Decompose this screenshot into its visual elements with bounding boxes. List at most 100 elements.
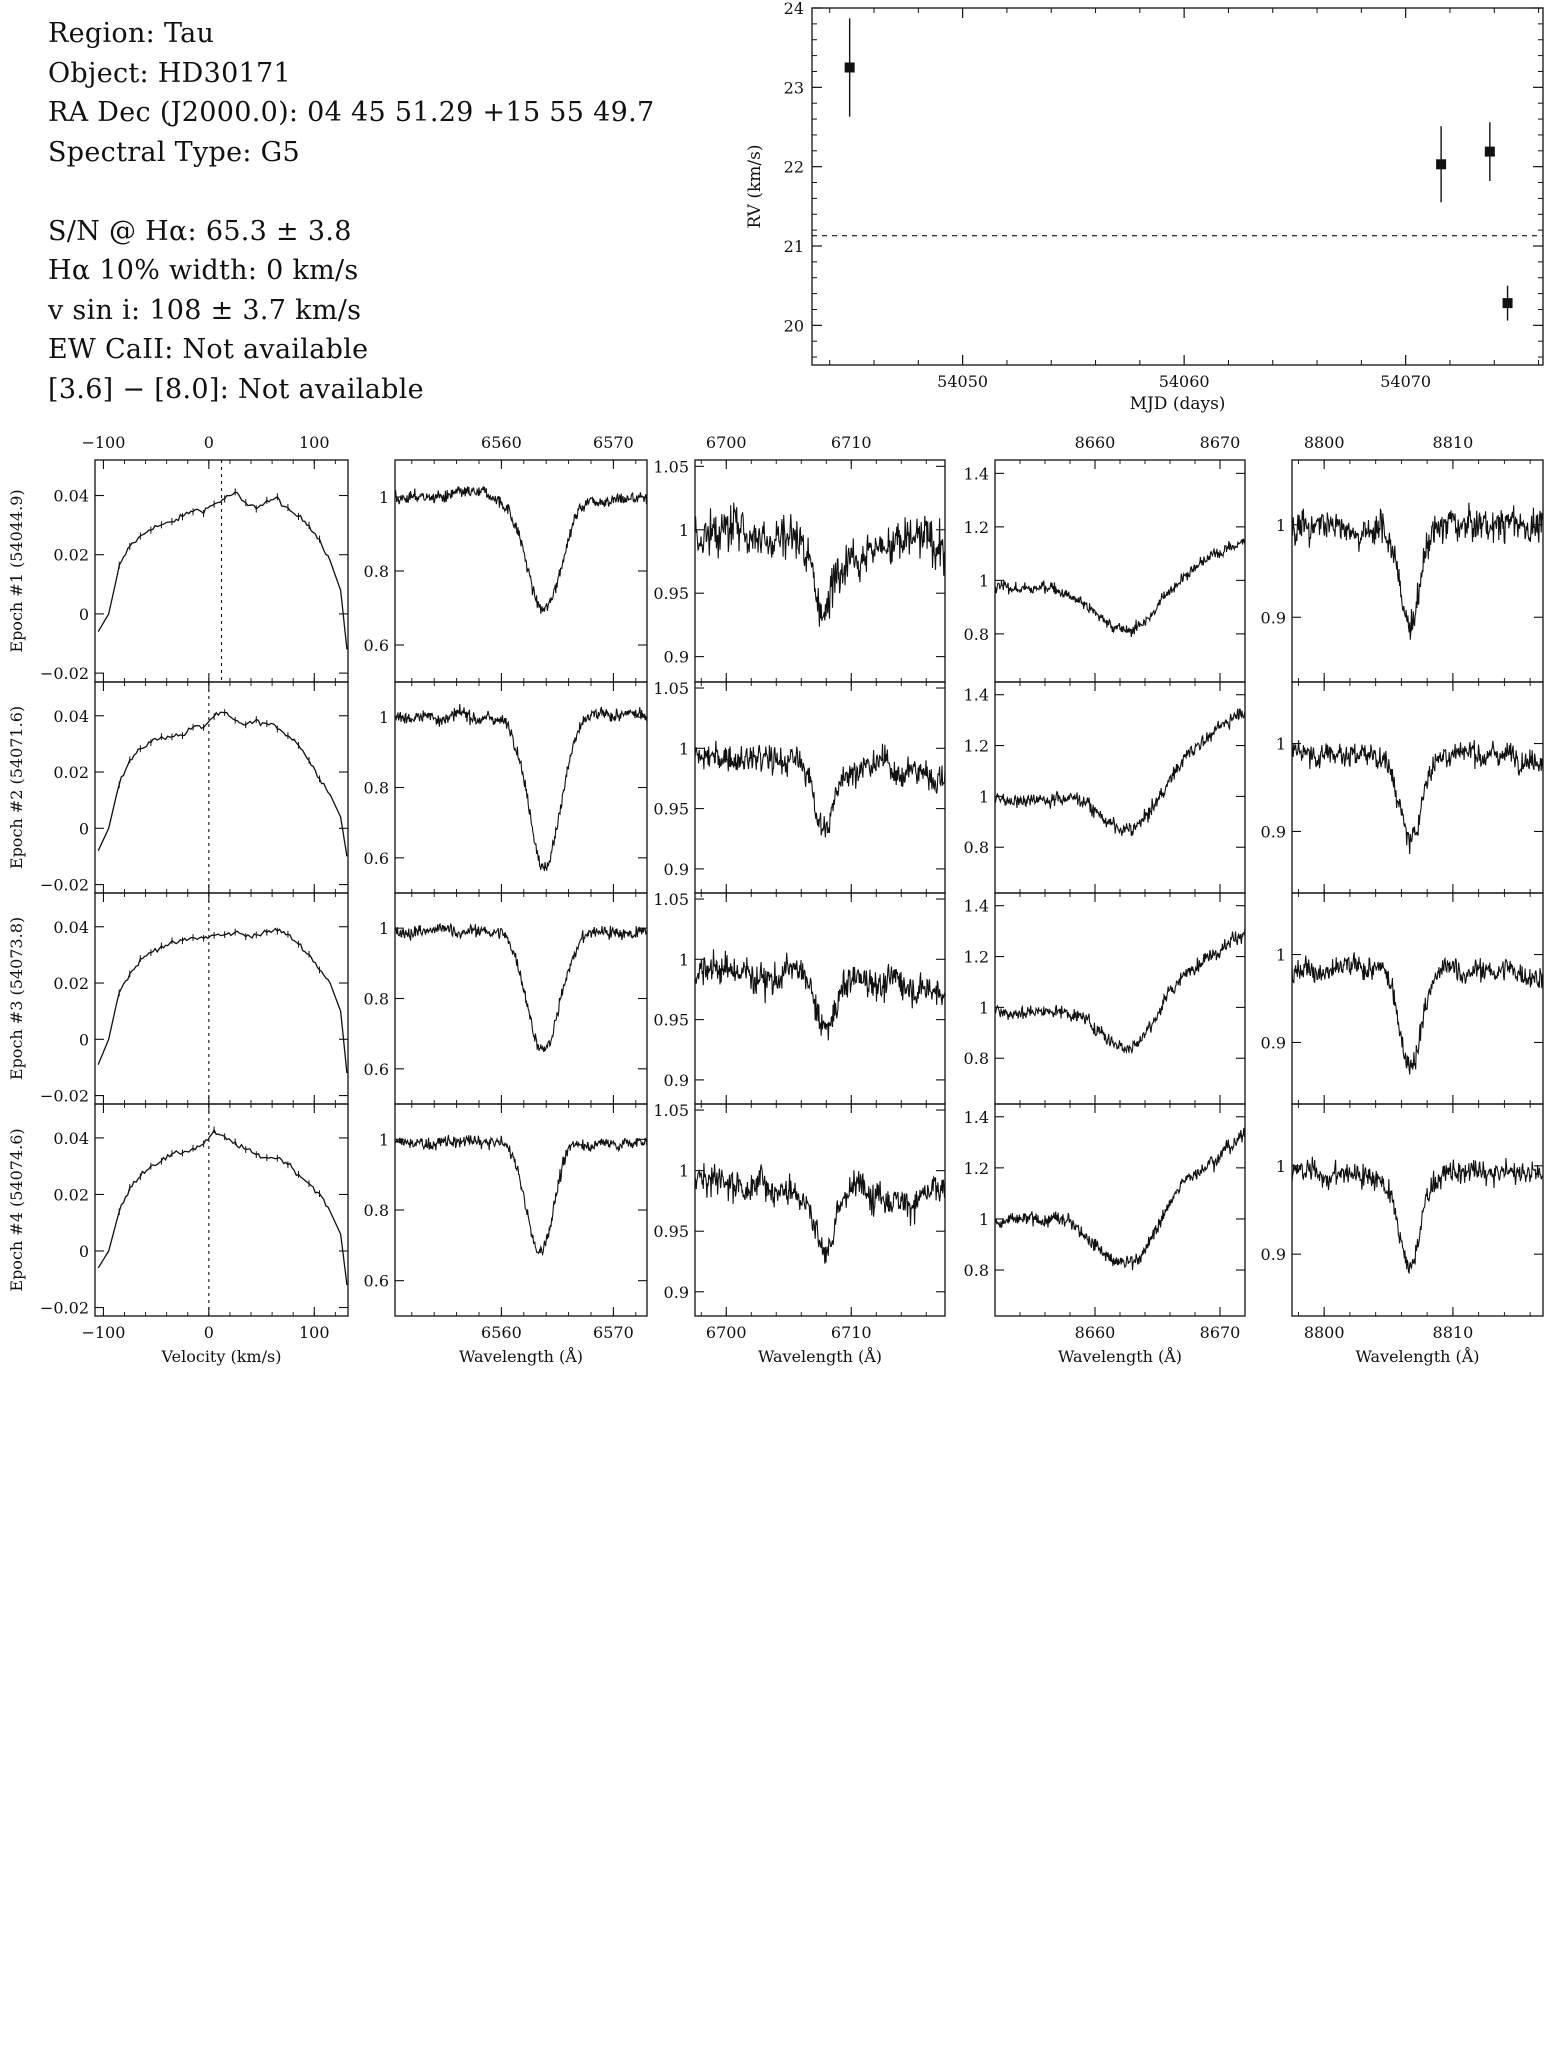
- panel-frame: [1291, 892, 1544, 1105]
- ytick-label: 1: [379, 488, 389, 507]
- panel-frame: [394, 892, 648, 1105]
- ytick-label: 1.05: [653, 890, 689, 909]
- info-ir-color: [3.6] − [8.0]: Not available: [48, 373, 424, 405]
- ytick-label: 0.04: [53, 487, 89, 506]
- xtick-label-bottom: 8660: [1075, 1323, 1116, 1342]
- ytick-label: 0: [79, 1030, 89, 1049]
- xtick-label-bottom: 6700: [706, 1323, 747, 1342]
- panel-frame: [1291, 459, 1544, 683]
- ytick-label: 0.8: [964, 1049, 989, 1068]
- panel-ccf-epoch3: −0.02 0 0.02 0.04: [40, 892, 349, 1106]
- ytick-label: 1.4: [964, 1108, 989, 1127]
- rv-point: [1502, 298, 1513, 309]
- star-info-panel: Region: Tau Object: HD30171 RA Dec (J200…: [48, 14, 654, 409]
- info-object: Object: HD30171: [48, 57, 292, 89]
- spectrum-line: [694, 1163, 946, 1264]
- rv-ytick-label: 20: [784, 316, 804, 335]
- xtick-label-top: 8800: [1304, 433, 1345, 452]
- panel-frame: [94, 1103, 349, 1317]
- panel-ca8806-epoch2: 0.91: [1261, 681, 1544, 894]
- xlabel-ccf: Velocity (km/s): [161, 1347, 282, 1366]
- spectrum-line: [994, 1127, 1246, 1271]
- xtick-label-bottom: 6570: [593, 1323, 634, 1342]
- rv-ytick-label: 22: [784, 158, 804, 177]
- ytick-label: 0.8: [364, 779, 389, 798]
- spectrum-line: [394, 704, 648, 872]
- ytick-label: 0.6: [364, 636, 389, 655]
- ytick-label: 1.4: [964, 897, 989, 916]
- panel-ca8806-epoch1: 0.91: [1261, 459, 1544, 683]
- ytick-label: −0.02: [40, 876, 89, 895]
- ytick-label: 0.6: [364, 1272, 389, 1291]
- ytick-label: 1.4: [964, 464, 989, 483]
- xtick-label-bottom: 6710: [831, 1323, 872, 1342]
- panel-frame: [994, 1103, 1246, 1317]
- ytick-label: 0.02: [53, 1185, 89, 1204]
- panel-frame: [94, 459, 349, 683]
- ytick-label: 1.2: [964, 737, 989, 756]
- rv-ylabel: RV (km/s): [745, 144, 765, 228]
- panel-frame: [94, 892, 349, 1105]
- ytick-label: 1: [679, 950, 689, 969]
- panel-frame: [1291, 1103, 1544, 1317]
- panel-frame: [694, 681, 946, 894]
- xlabel-ca8662: Wavelength (Å): [1058, 1346, 1182, 1366]
- ytick-label: 1.05: [653, 457, 689, 476]
- ccf-line: [97, 491, 348, 650]
- ytick-label: −0.02: [40, 1087, 89, 1106]
- rv-ytick-label: 23: [784, 78, 804, 97]
- ytick-label: 1: [1276, 735, 1286, 754]
- spectrum-line: [994, 708, 1246, 836]
- ytick-label: −0.02: [40, 1299, 89, 1318]
- ytick-label: −0.02: [40, 664, 89, 683]
- ccf-line: [97, 1128, 348, 1285]
- rv-ytick-label: 21: [784, 237, 804, 256]
- xtick-label-top: 6560: [481, 433, 522, 452]
- rv-frame: [811, 7, 1544, 366]
- xtick-label-bottom: 100: [299, 1323, 330, 1342]
- xlabel-halpha: Wavelength (Å): [459, 1346, 583, 1366]
- ytick-label: 1: [379, 919, 389, 938]
- ytick-label: 1: [679, 521, 689, 540]
- spectrum-line: [1291, 502, 1544, 640]
- xtick-label-top: −100: [81, 433, 125, 452]
- rv-point: [844, 62, 855, 73]
- ytick-label: 0.8: [364, 990, 389, 1009]
- spectrum-line: [694, 502, 946, 627]
- panel-frame: [694, 1103, 946, 1317]
- info-vsini: v sin i: 108 ± 3.7 km/s: [48, 294, 362, 326]
- ytick-label: 0.9: [664, 648, 689, 667]
- xtick-label-bottom: 8670: [1200, 1323, 1241, 1342]
- spectrum-line: [694, 740, 946, 838]
- ytick-label: 0.9: [1261, 608, 1286, 627]
- panel-li6708-epoch3: 0.9 0.95 1 1.05: [653, 890, 946, 1105]
- ytick-label: 0.95: [653, 800, 689, 819]
- ytick-label: 0.02: [53, 974, 89, 993]
- ytick-label: 0.02: [53, 546, 89, 565]
- ytick-label: 0.9: [1261, 822, 1286, 841]
- info-coordinates: RA Dec (J2000.0): 04 45 51.29 +15 55 49.…: [48, 97, 655, 128]
- info-snr: S/N @ Hα: 65.3 ± 3.8: [48, 215, 352, 247]
- ytick-label: 0.9: [664, 1283, 689, 1302]
- ytick-label: 0.8: [964, 625, 989, 644]
- panel-frame: [394, 681, 648, 894]
- xtick-label-top: 6570: [593, 433, 634, 452]
- rv-point: [1484, 146, 1495, 157]
- ytick-label: 0.9: [1261, 1033, 1286, 1052]
- rv-xlabel: MJD (days): [1130, 394, 1226, 414]
- panel-frame: [694, 892, 946, 1105]
- ytick-label: 1: [979, 998, 989, 1017]
- ytick-label: 0.04: [53, 918, 89, 937]
- ytick-label: 0.6: [364, 1060, 389, 1079]
- xtick-label-bottom: 6560: [481, 1323, 522, 1342]
- ytick-label: 0.8: [964, 1261, 989, 1280]
- info-halpha-width: Hα 10% width: 0 km/s: [48, 255, 359, 286]
- ccf-line: [97, 927, 348, 1074]
- ytick-label: 0: [79, 605, 89, 624]
- xtick-label-top: 100: [299, 433, 330, 452]
- xlabel-ca8806: Wavelength (Å): [1355, 1346, 1479, 1366]
- rv-point: [1436, 159, 1447, 170]
- info-ew-caii: EW CaII: Not available: [48, 334, 369, 365]
- xtick-label-bottom: 0: [204, 1323, 214, 1342]
- ytick-label: 1.2: [964, 1159, 989, 1178]
